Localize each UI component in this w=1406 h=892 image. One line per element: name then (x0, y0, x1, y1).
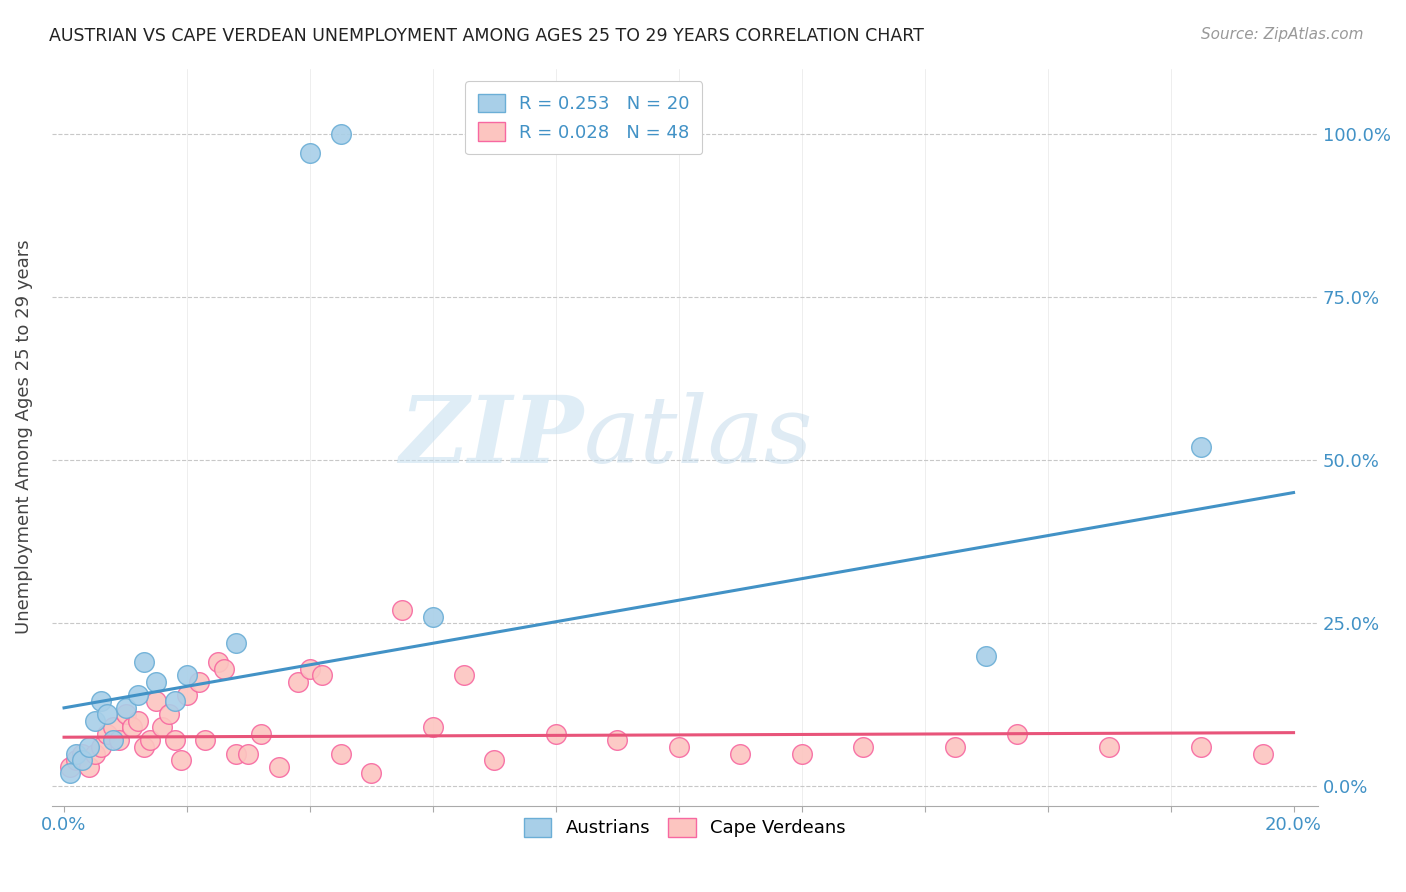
Point (114, 707, 136, 722)
Point (1189, 739, 1212, 754)
Point (1189, 440, 1212, 454)
Point (83, 714, 105, 728)
Point (77, 759, 100, 773)
Point (212, 662, 235, 676)
Point (96, 727, 118, 741)
Point (225, 747, 247, 761)
Point (207, 655, 229, 669)
Point (103, 720, 125, 734)
Point (59, 759, 82, 773)
Point (194, 733, 217, 747)
Point (83, 747, 105, 761)
Point (103, 733, 125, 747)
Point (77, 739, 100, 754)
Point (249, 727, 271, 741)
Point (127, 688, 149, 702)
Point (72, 753, 94, 767)
Point (269, 759, 291, 773)
Point (90, 739, 112, 754)
Point (145, 694, 167, 708)
Point (238, 747, 260, 761)
Point (790, 747, 813, 761)
Text: AUSTRIAN VS CAPE VERDEAN UNEMPLOYMENT AMONG AGES 25 TO 29 YEARS CORRELATION CHAR: AUSTRIAN VS CAPE VERDEAN UNEMPLOYMENT AM… (49, 27, 924, 45)
Point (945, 739, 967, 754)
Point (145, 674, 167, 689)
Point (157, 707, 180, 722)
Point (391, 603, 413, 617)
Point (360, 766, 382, 780)
Point (1098, 739, 1121, 754)
Point (329, 747, 352, 761)
Point (298, 662, 321, 676)
Point (484, 753, 506, 767)
Point (170, 753, 193, 767)
Point (65, 753, 87, 767)
Point (163, 733, 186, 747)
Point (668, 739, 690, 754)
Point (453, 668, 475, 682)
Point (114, 701, 136, 715)
Point (974, 648, 997, 663)
Point (176, 688, 198, 702)
Point (329, 127, 352, 141)
Point (730, 747, 752, 761)
Point (132, 739, 155, 754)
Point (139, 733, 162, 747)
Point (1005, 727, 1028, 741)
Point (606, 733, 628, 747)
Point (121, 720, 143, 734)
Text: atlas: atlas (583, 392, 813, 482)
Point (127, 714, 149, 728)
Point (132, 655, 155, 669)
Point (188, 674, 211, 689)
Legend: Austrians, Cape Verdeans: Austrians, Cape Verdeans (517, 811, 853, 845)
Point (152, 720, 174, 734)
Point (311, 668, 333, 682)
Point (90, 694, 112, 708)
Point (65, 747, 87, 761)
Point (422, 609, 444, 624)
Point (422, 720, 444, 734)
Text: Source: ZipAtlas.com: Source: ZipAtlas.com (1201, 27, 1364, 42)
Point (96, 707, 118, 722)
Point (298, 146, 321, 161)
Point (1251, 747, 1274, 761)
Point (108, 733, 131, 747)
Point (176, 668, 198, 682)
Point (163, 694, 186, 708)
Point (852, 739, 875, 754)
Text: ZIP: ZIP (399, 392, 583, 482)
Point (72, 747, 94, 761)
Point (59, 766, 82, 780)
Y-axis label: Unemployment Among Ages 25 to 29 years: Unemployment Among Ages 25 to 29 years (15, 240, 32, 634)
Point (287, 674, 309, 689)
Point (544, 727, 567, 741)
Point (225, 635, 247, 649)
